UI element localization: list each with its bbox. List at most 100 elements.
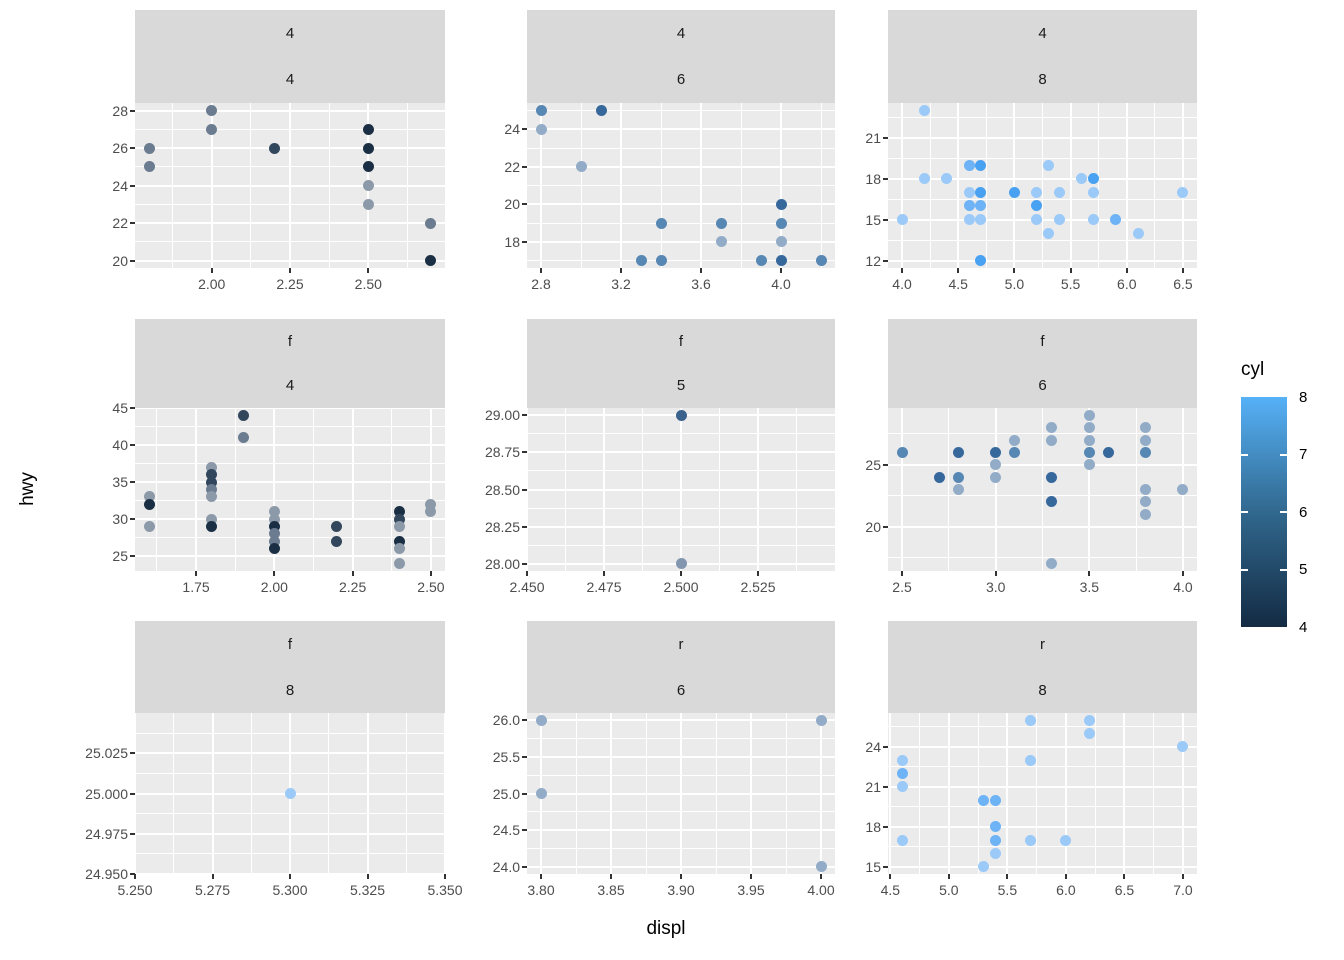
gridline-major-y (135, 752, 445, 755)
data-point (963, 186, 975, 198)
x-tick-label: 6.0 (1056, 882, 1076, 898)
data-point (975, 200, 987, 212)
data-point (362, 198, 374, 210)
data-point (1140, 434, 1151, 446)
strip-label-drv: 4 (1038, 24, 1047, 42)
gridline-major-y (527, 240, 835, 243)
strip-label-drv: r (1040, 635, 1045, 653)
data-point (1042, 227, 1054, 239)
data-point (655, 217, 667, 229)
data-point (896, 781, 908, 793)
data-point (268, 543, 280, 555)
y-axis-title: hwy (17, 472, 38, 506)
x-tick-label: 2.475 (586, 579, 622, 595)
y-tick-label: 20 (865, 518, 881, 535)
data-point (143, 521, 155, 533)
data-point (1110, 214, 1122, 226)
gridline-major-x (889, 713, 892, 874)
data-point (1083, 409, 1095, 421)
y-tick-label: 25.000 (85, 785, 128, 802)
data-point (1140, 484, 1151, 495)
x-tick-mark (680, 571, 682, 576)
gridline-major-y (888, 785, 1197, 788)
data-point (206, 123, 218, 135)
y-tick-mark (883, 218, 888, 221)
data-point (143, 498, 155, 510)
x-tick-mark (1088, 571, 1091, 576)
data-point (394, 535, 406, 547)
gridline-major-y (888, 525, 1197, 528)
data-point (425, 498, 437, 510)
data-point (919, 173, 931, 185)
x-tick-mark (289, 268, 291, 273)
data-point (934, 471, 945, 483)
x-tick-mark (947, 874, 950, 879)
x-tick-label: 2.500 (663, 579, 699, 595)
y-tick-label: 21 (865, 778, 881, 795)
y-tick-mark (522, 562, 527, 565)
data-point (715, 236, 727, 248)
data-point (268, 521, 280, 533)
y-tick-mark (883, 136, 888, 139)
gridline-major-x (1125, 103, 1128, 268)
data-point (1025, 714, 1037, 726)
y-tick-label: 26.0 (492, 712, 520, 729)
y-tick-mark (522, 414, 527, 417)
gridline-minor-x (977, 713, 979, 874)
data-point (952, 446, 964, 458)
x-tick-mark (540, 268, 542, 273)
gridline-major-y (527, 865, 835, 868)
gridline-minor-x (1036, 713, 1038, 874)
gridline-major-x (994, 408, 997, 571)
data-point (896, 834, 908, 846)
data-point (143, 491, 155, 503)
x-tick-mark (210, 268, 213, 273)
x-tick-label: 5.5 (997, 882, 1018, 898)
data-point (975, 214, 987, 226)
data-point (1083, 434, 1095, 446)
y-tick-label: 26 (112, 140, 128, 156)
x-tick-label: 5.0 (939, 882, 959, 898)
y-tick-label: 24 (865, 738, 881, 755)
data-point (1046, 558, 1058, 570)
x-tick-mark (429, 571, 432, 576)
data-point (975, 255, 987, 266)
data-point (535, 714, 547, 726)
data-point (675, 409, 687, 421)
data-point (1087, 173, 1099, 185)
y-tick-mark (130, 555, 135, 558)
x-tick-mark (367, 268, 370, 273)
gridline-minor-x (1094, 713, 1096, 874)
y-tick-mark (522, 755, 527, 758)
data-point (1008, 186, 1020, 198)
x-tick-mark (289, 874, 291, 879)
x-tick-label: 5.0 (1004, 276, 1025, 292)
data-point (1042, 159, 1054, 171)
y-tick-label: 22 (112, 215, 128, 231)
y-tick-mark (130, 792, 135, 795)
gridline-minor-y (527, 185, 835, 186)
data-point (975, 159, 987, 171)
strip-label-cyl: 4 (285, 71, 295, 89)
gridline-major-y (135, 873, 445, 874)
y-tick-label: 21 (865, 129, 881, 146)
gridline-major-x (1006, 713, 1009, 874)
data-point (1025, 834, 1037, 846)
x-tick-mark (820, 874, 822, 879)
x-tick-mark (1181, 874, 1184, 879)
data-point (1177, 186, 1189, 198)
gridline-major-y (527, 165, 835, 168)
gridline-major-x (957, 103, 960, 268)
y-tick-label: 25.5 (492, 748, 520, 765)
x-tick-mark (620, 268, 622, 273)
x-tick-mark (526, 571, 528, 576)
strip-label-cyl: 8 (1038, 681, 1047, 699)
gridline-minor-x (312, 408, 314, 571)
y-tick-mark (883, 785, 888, 788)
gridline-minor-x (1042, 103, 1043, 268)
y-tick-label: 28.25 (484, 518, 520, 535)
data-point (896, 214, 908, 226)
y-tick-label: 18 (865, 170, 881, 187)
